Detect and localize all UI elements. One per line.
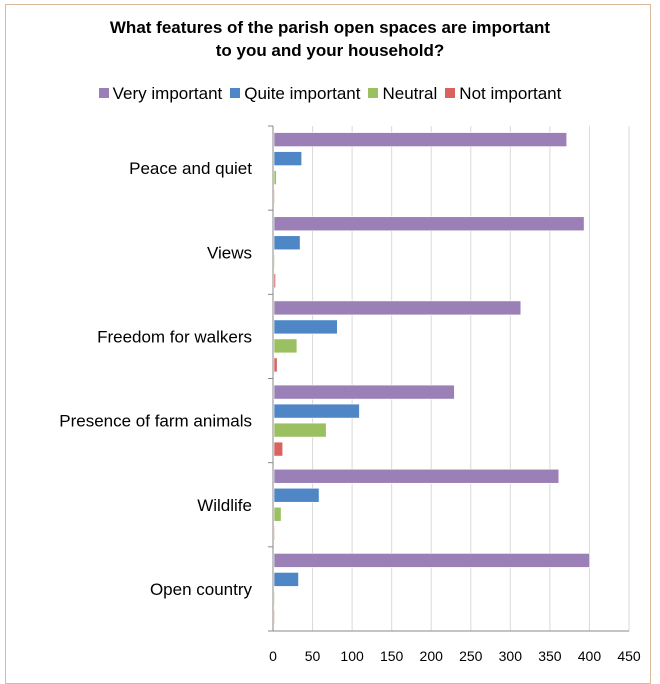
legend-swatch-1 <box>230 88 241 98</box>
x-tick-label-8: 400 <box>578 648 602 664</box>
bar-5-2 <box>273 591 276 606</box>
category-label-0: Peace and quiet <box>129 159 252 178</box>
bar-3-0 <box>273 384 455 400</box>
category-label-1: Views <box>207 243 252 262</box>
bar-1-3 <box>273 273 276 289</box>
bar-0-0 <box>273 132 568 147</box>
chart-title-line-1: What features of the parish open spaces … <box>109 18 551 37</box>
legend-label-1: Quite important <box>244 84 361 103</box>
chart-title-line-2: to you and your household? <box>215 41 445 60</box>
legend-label-3: Not important <box>459 84 562 103</box>
bar-0-2 <box>273 170 277 185</box>
bar-1-2 <box>273 254 276 270</box>
x-tick-label-4: 200 <box>420 648 444 664</box>
chart-title: What features of the parish open spaces … <box>0 16 660 62</box>
bar-2-0 <box>273 300 522 316</box>
category-label-4: Wildlife <box>197 496 252 515</box>
bar-2-2 <box>273 338 298 354</box>
legend-swatch-2 <box>368 88 379 98</box>
bar-5-3 <box>273 610 276 625</box>
bar-1-1 <box>273 235 301 251</box>
legend: Very important Quite important Neutral Not … <box>0 84 660 104</box>
bar-3-1 <box>273 403 360 419</box>
category-label-2: Freedom for walkers <box>97 327 252 346</box>
bar-3-2 <box>273 422 327 438</box>
bar-4-0 <box>273 468 560 484</box>
x-tick-label-2: 100 <box>340 648 364 664</box>
x-tick-label-0: 0 <box>269 648 277 664</box>
chart-frame <box>5 4 651 684</box>
x-tick-label-6: 300 <box>499 648 523 664</box>
bar-2-3 <box>273 357 278 373</box>
category-label-3: Presence of farm animals <box>59 412 252 431</box>
x-tick-label-3: 150 <box>380 648 404 664</box>
x-tick-label-5: 250 <box>459 648 483 664</box>
legend-swatch-3 <box>445 88 456 98</box>
bar-0-3 <box>273 189 276 204</box>
bar-4-3 <box>273 525 276 541</box>
bar-1-0 <box>273 216 585 232</box>
legend-item-1: Quite important <box>230 84 360 104</box>
bar-2-1 <box>273 319 338 335</box>
legend-swatch-0 <box>98 88 109 98</box>
bar-5-0 <box>273 553 590 568</box>
legend-label-0: Very important <box>112 84 223 103</box>
legend-label-2: Neutral <box>382 84 438 103</box>
bar-3-3 <box>273 441 284 457</box>
legend-item-2: Neutral <box>368 84 437 104</box>
bar-4-2 <box>273 506 282 522</box>
bar-5-1 <box>273 572 299 587</box>
bar-0-1 <box>273 151 302 166</box>
legend-item-3: Not important <box>445 84 561 104</box>
x-tick-label-7: 350 <box>538 648 562 664</box>
x-tick-label-9: 450 <box>617 648 641 664</box>
category-label-5: Open country <box>150 580 253 599</box>
bar-4-1 <box>273 487 320 503</box>
x-tick-label-1: 50 <box>305 648 321 664</box>
legend-item-0: Very important <box>98 84 223 104</box>
